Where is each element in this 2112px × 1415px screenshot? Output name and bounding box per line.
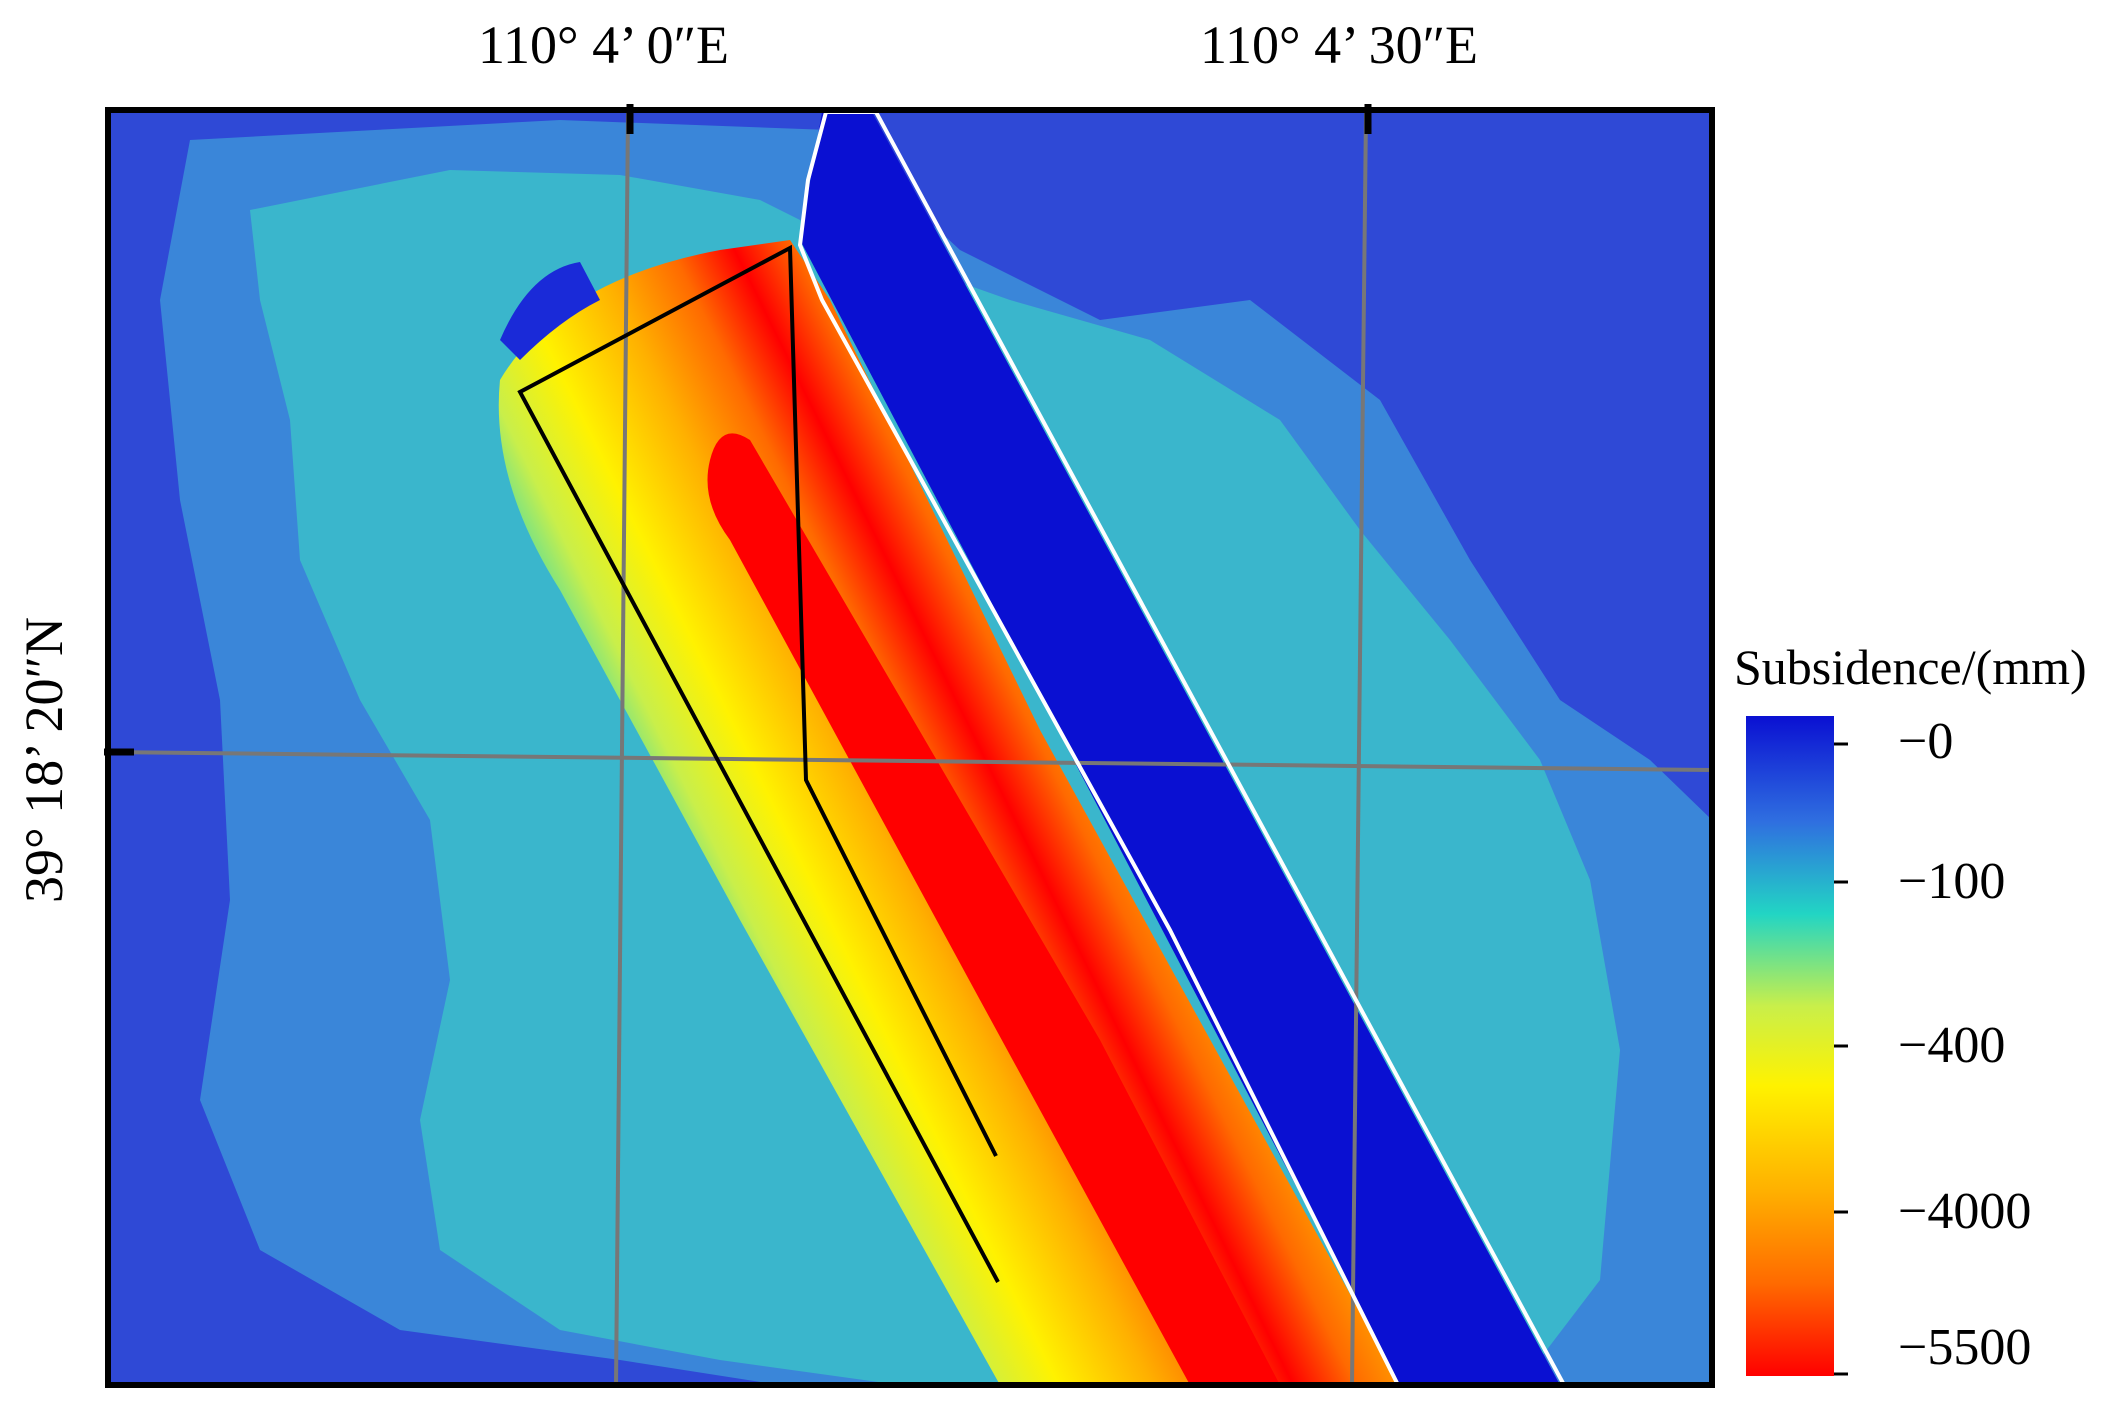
longitude-label-1: 110° 4’ 0″E	[478, 15, 730, 75]
map-frame	[105, 107, 1715, 1388]
graticule-lat-1	[108, 750, 1712, 772]
longitude-label-2: 110° 4’ 30″E	[1200, 15, 1479, 75]
boundary-strip	[800, 112, 1560, 1385]
legend-title: Subsidence/(mm)	[1734, 639, 2087, 695]
working-panel-outline	[517, 244, 1000, 1283]
graticule-lon-2	[1350, 111, 1368, 1385]
legend-tick-label-3: −4000	[1898, 1183, 2032, 1240]
graticule-lon-1	[614, 111, 630, 1385]
subsidence-core	[707, 433, 1280, 1385]
legend-tick-label-1: −100	[1898, 853, 2006, 910]
legend-colorbar	[1746, 716, 1834, 1376]
blue-patch	[500, 262, 600, 360]
latitude-label-1: 39° 18’ 20″N	[14, 616, 74, 904]
legend-tick-label-2: −400	[1898, 1017, 2006, 1074]
legend-tick-label-4: −5500	[1898, 1319, 2032, 1376]
legend-tick-label-0: −0	[1898, 713, 1954, 770]
legend-tick-marks	[1834, 742, 1848, 1376]
boundary-line-left	[797, 111, 1400, 1385]
